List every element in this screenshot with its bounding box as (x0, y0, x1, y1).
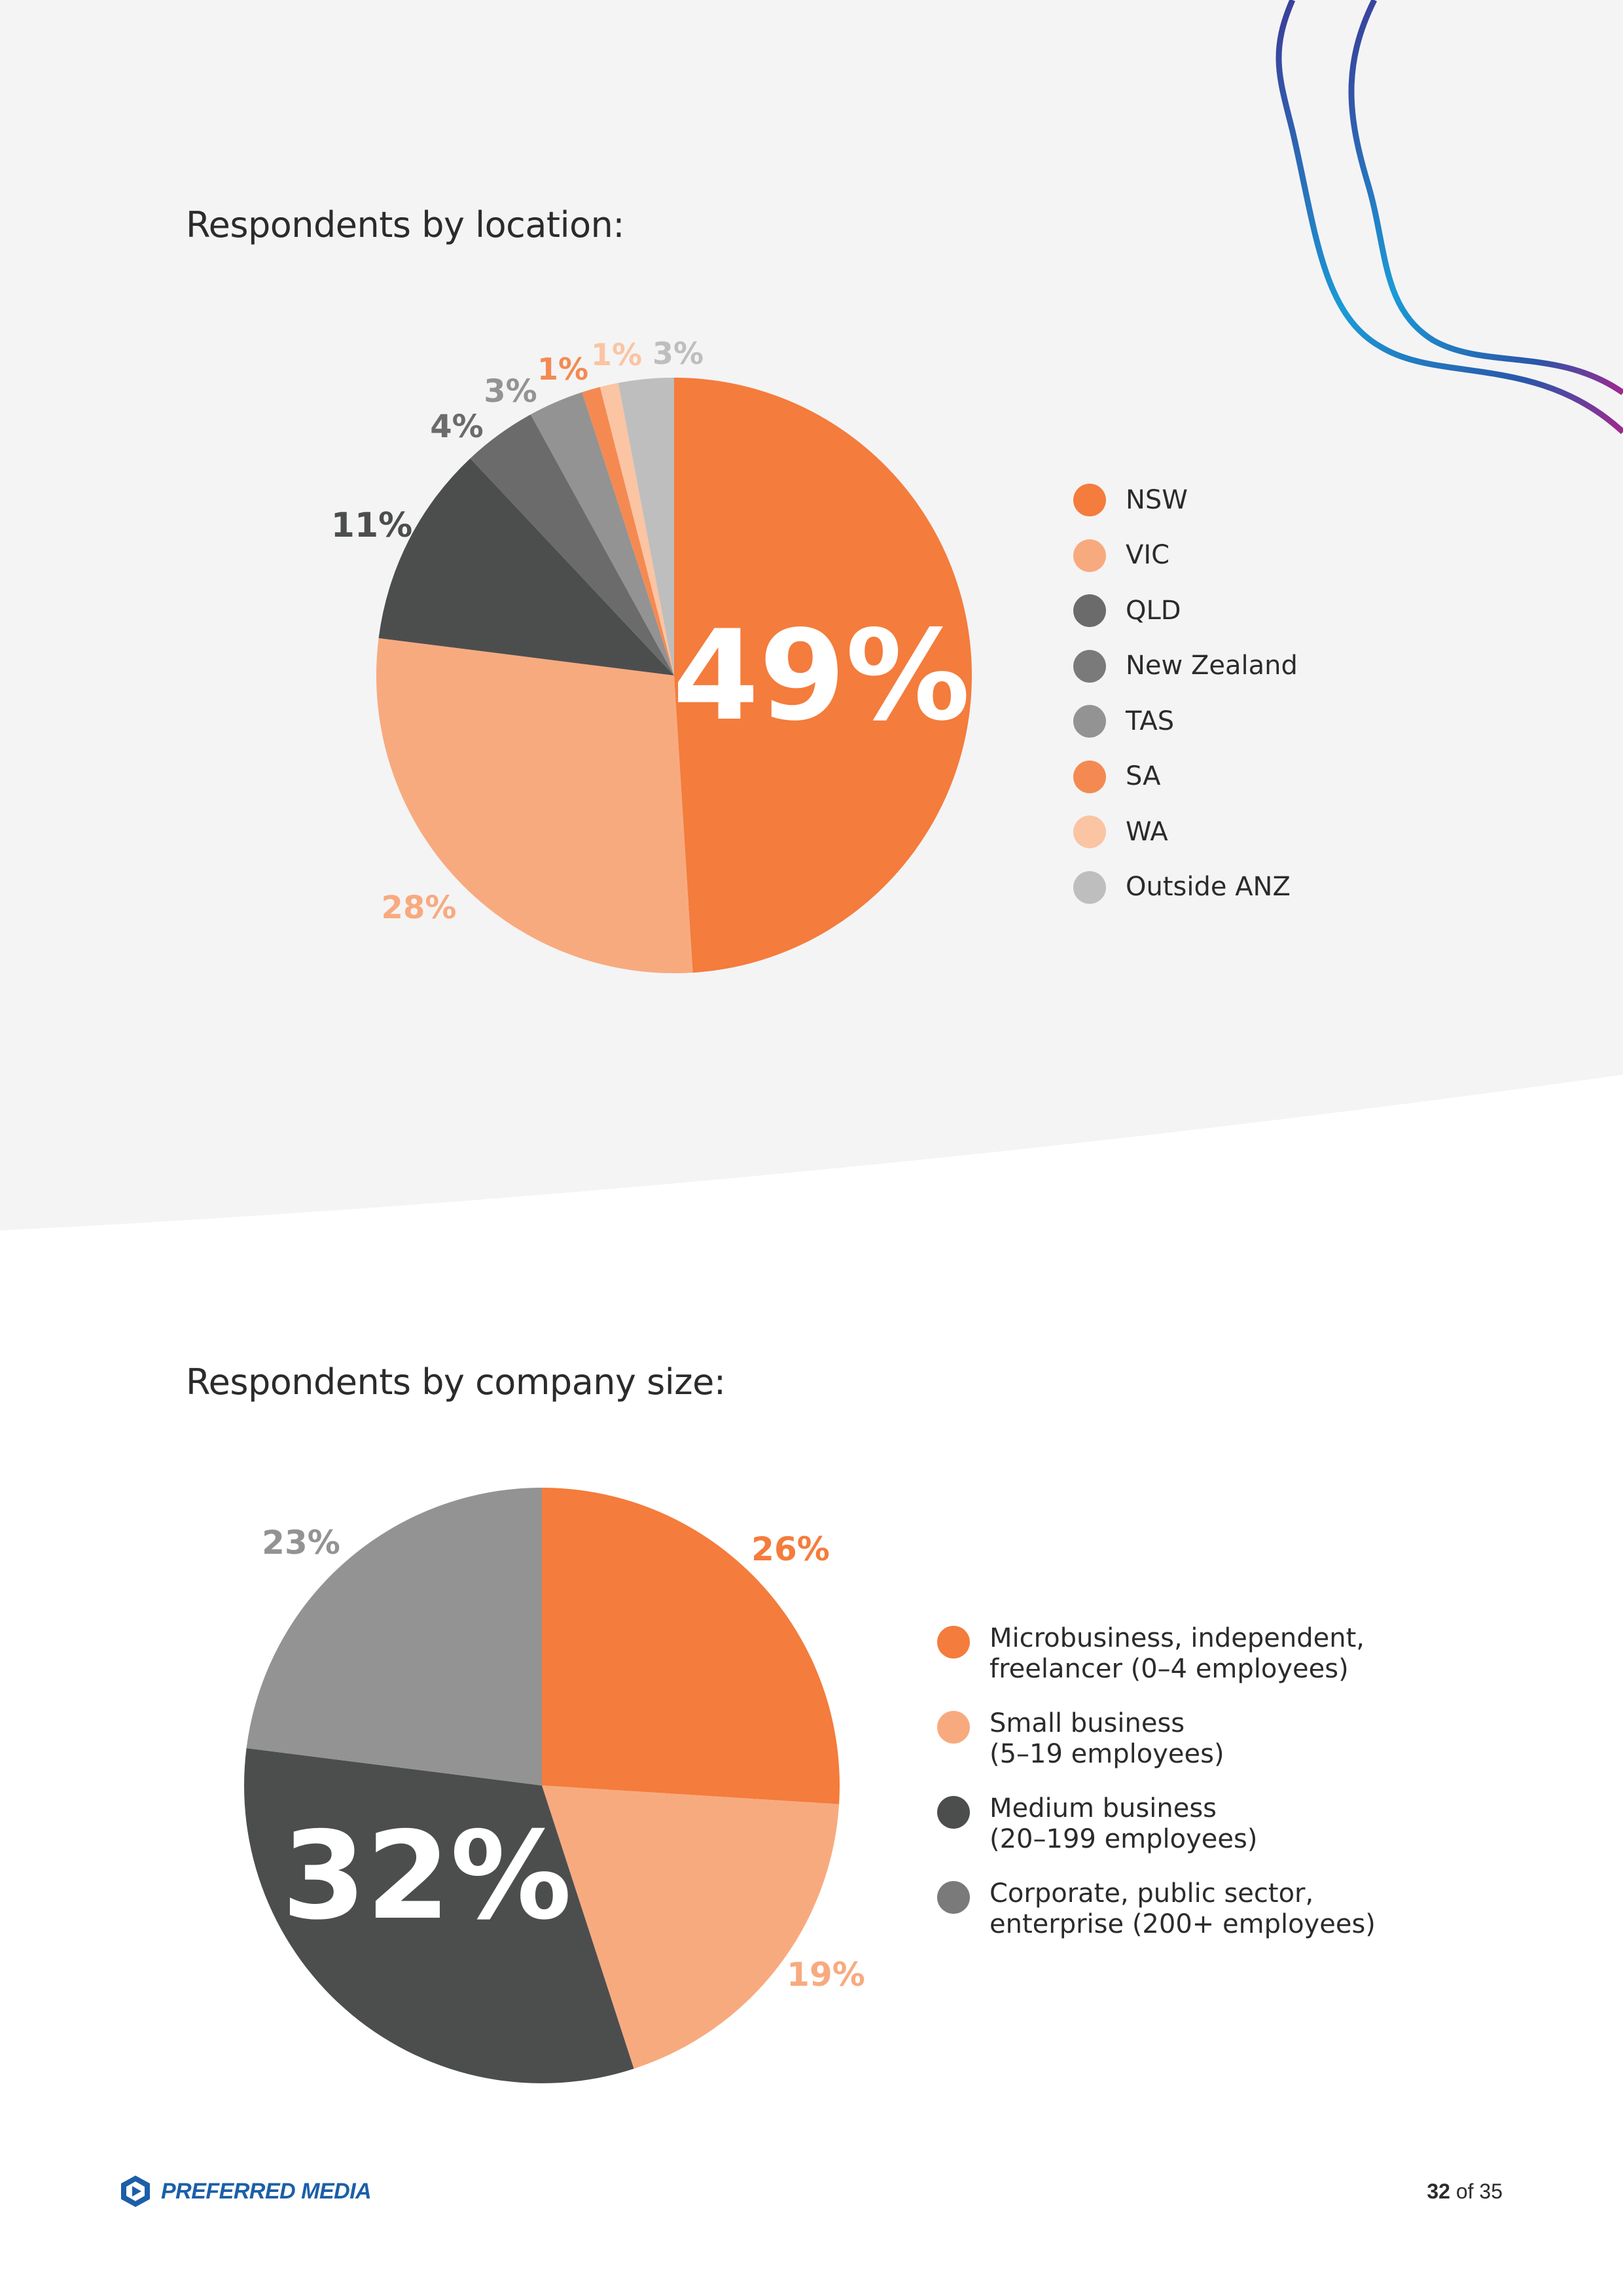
legend-label: Corporate, public sector, enterprise (200… (990, 1878, 1395, 1940)
legend-label: TAS (1126, 706, 1175, 736)
pie-slice (542, 1488, 840, 1804)
legend-label-line2: freelancer (0–4 employees) (990, 1654, 1349, 1684)
pie-slice (599, 383, 674, 675)
data-label: 23% (262, 1524, 340, 1562)
data-label: 49% (673, 603, 971, 748)
legend-item: Microbusiness, independent, freelancer (0… (937, 1623, 1395, 1708)
legend-item: Medium business (20–199 employees) (937, 1793, 1395, 1878)
legend-item: VIC (1073, 528, 1298, 584)
pie-slice (530, 392, 674, 675)
legend-swatch (1073, 760, 1106, 793)
data-label: 19% (787, 1956, 865, 1994)
legend-label: Microbusiness, independent, freelancer (0… (990, 1623, 1395, 1685)
pie-slice (378, 458, 674, 675)
legend-label-line1: Medium business (990, 1793, 1217, 1823)
company-pie-chart: 26% 19% 32% 23% (244, 1488, 865, 2083)
pie-slice (244, 1748, 634, 2083)
data-label: 32% (282, 1805, 572, 1946)
legend-item: NSW (1073, 473, 1298, 528)
legend-label-line1: Corporate, public sector, (990, 1878, 1314, 1909)
legend-swatch (1073, 816, 1106, 849)
legend-label: Outside ANZ (1126, 872, 1291, 903)
legend-item: Small business (5–19 employees) (937, 1708, 1395, 1793)
company-legend: Microbusiness, independent, freelancer (0… (937, 1623, 1395, 1964)
legend-label: Small business (5–19 employees) (990, 1708, 1395, 1770)
legend-item: New Zealand (1073, 639, 1298, 694)
data-label: 1% (591, 337, 642, 372)
data-label: 4% (430, 408, 484, 445)
legend-label: Medium business (20–199 employees) (990, 1793, 1395, 1855)
legend-swatch (937, 1796, 970, 1829)
data-label: 3% (652, 336, 704, 371)
legend-swatch (1073, 539, 1106, 572)
brand-name: PREFERRED MEDIA (161, 2178, 372, 2204)
pie-slice (470, 414, 674, 675)
legend-label: NSW (1126, 484, 1188, 515)
legend-label: SA (1126, 761, 1161, 792)
legend-swatch (1073, 484, 1106, 517)
legend-swatch (937, 1711, 970, 1744)
data-label: 28% (382, 889, 457, 926)
legend-item: Outside ANZ (1073, 860, 1298, 916)
pie-slice (674, 378, 972, 973)
page-number: 32 of 35 (1427, 2179, 1503, 2204)
legend-swatch (1073, 705, 1106, 738)
legend-swatch (937, 1626, 970, 1659)
legend-label-line1: Small business (990, 1708, 1185, 1738)
pie-slice (376, 637, 693, 973)
legend-label-line2: (20–199 employees) (990, 1824, 1258, 1854)
legend-label-line2: enterprise (200+ employees) (990, 1909, 1376, 1939)
page-current: 32 (1427, 2179, 1450, 2203)
company-chart-title: Respondents by company size: (186, 1361, 726, 1403)
legend-label: QLD (1126, 595, 1181, 626)
preferred-media-logo-icon (121, 2176, 150, 2207)
pie-slice (582, 387, 674, 675)
legend-swatch (1073, 649, 1106, 683)
legend-item: SA (1073, 749, 1298, 805)
legend-label-line1: Microbusiness, independent, (990, 1623, 1364, 1653)
legend-label: WA (1126, 816, 1168, 847)
legend-item: QLD (1073, 583, 1298, 639)
legend-swatch (1073, 594, 1106, 628)
decorative-swirl-line (1348, 0, 1623, 395)
page-total: of 35 (1455, 2179, 1503, 2203)
data-label: 3% (484, 373, 537, 410)
pie-slice (542, 1785, 840, 2069)
decorative-swirl-line (1275, 0, 1623, 435)
location-legend: NSW VIC QLD New Zealand TAS SA WA Outside ANZ (1073, 473, 1298, 915)
legend-label: VIC (1126, 540, 1170, 571)
legend-item: Corporate, public sector, enterprise (200… (937, 1878, 1395, 1964)
legend-label: New Zealand (1126, 651, 1298, 681)
data-label: 1% (537, 351, 588, 387)
pie-slice (246, 1488, 542, 1785)
legend-swatch (937, 1881, 970, 1914)
legend-item: WA (1073, 804, 1298, 860)
data-label: 26% (751, 1530, 830, 1568)
pie-slice (618, 378, 674, 675)
legend-label-line2: (5–19 employees) (990, 1739, 1224, 1769)
location-chart-title: Respondents by location: (186, 204, 625, 245)
legend-item: TAS (1073, 694, 1298, 749)
data-label: 11% (331, 506, 412, 545)
location-pie-chart: 49%28%11%4%3%1% 1% 3% (331, 336, 972, 973)
footer-logo: PREFERRED MEDIA (119, 2174, 372, 2208)
legend-swatch (1073, 870, 1106, 904)
